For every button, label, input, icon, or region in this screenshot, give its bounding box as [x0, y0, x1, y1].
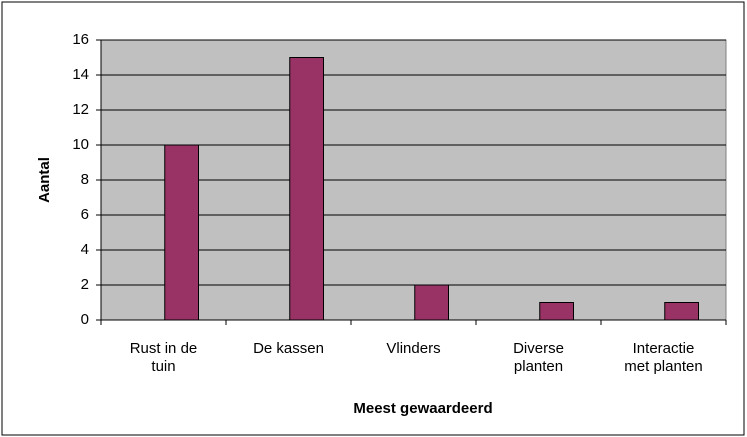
bar — [289, 57, 324, 321]
x-tick-label: Diverse planten — [513, 340, 564, 375]
x-tick-label: Vlinders — [386, 340, 441, 357]
y-tick-label: 14 — [72, 66, 89, 83]
bar — [414, 284, 449, 321]
y-tick-label: 0 — [81, 311, 89, 328]
y-tick-label: 12 — [72, 101, 89, 118]
x-tick-label: Rust in de tuin — [129, 340, 198, 375]
y-tick-label: 4 — [81, 241, 89, 258]
y-tick-label: 16 — [72, 31, 89, 48]
y-tick-label: 2 — [81, 276, 89, 293]
bar — [164, 144, 199, 321]
x-tick-label: De kassen — [253, 340, 324, 357]
y-tick-label: 8 — [81, 171, 89, 188]
y-axis-title: Aantal — [36, 157, 53, 203]
x-tick-label: Interactie met planten — [624, 340, 703, 375]
y-tick-label: 10 — [72, 136, 89, 153]
bar — [539, 302, 574, 321]
x-axis-title: Meest gewaardeerd — [353, 400, 492, 417]
bar — [664, 302, 699, 321]
y-tick-label: 6 — [81, 206, 89, 223]
